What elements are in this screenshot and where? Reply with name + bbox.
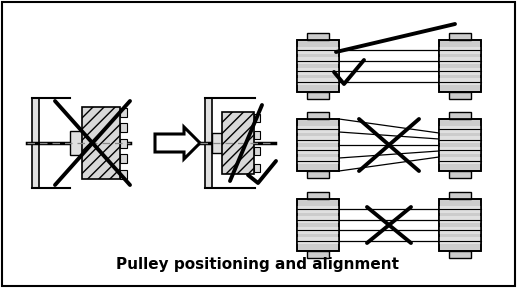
- Bar: [297, 40, 339, 92]
- Bar: [307, 192, 329, 199]
- Bar: [297, 40, 339, 92]
- Bar: [439, 199, 481, 251]
- Bar: [297, 119, 339, 171]
- Bar: [297, 126, 339, 133]
- Bar: [254, 147, 260, 155]
- Bar: [205, 98, 212, 188]
- Bar: [297, 227, 339, 234]
- Bar: [297, 47, 339, 54]
- Bar: [439, 206, 481, 213]
- Bar: [297, 78, 339, 85]
- Bar: [439, 216, 481, 223]
- Bar: [439, 147, 481, 154]
- Bar: [254, 164, 260, 172]
- Bar: [449, 251, 471, 258]
- Bar: [297, 199, 339, 251]
- Bar: [439, 227, 481, 234]
- Bar: [439, 57, 481, 65]
- Bar: [297, 216, 339, 223]
- Bar: [297, 136, 339, 143]
- Bar: [222, 112, 254, 174]
- Bar: [120, 139, 127, 147]
- Bar: [439, 68, 481, 75]
- Bar: [439, 157, 481, 164]
- Bar: [449, 112, 471, 119]
- Bar: [120, 154, 127, 163]
- Bar: [254, 131, 260, 139]
- Bar: [254, 114, 260, 122]
- Bar: [82, 107, 120, 179]
- Bar: [439, 199, 481, 251]
- Text: Pulley positioning and alignment: Pulley positioning and alignment: [116, 257, 400, 272]
- Bar: [297, 119, 339, 171]
- Polygon shape: [155, 127, 200, 159]
- Bar: [439, 136, 481, 143]
- Bar: [120, 170, 127, 179]
- Bar: [297, 57, 339, 65]
- Bar: [439, 126, 481, 133]
- Bar: [120, 123, 127, 132]
- Bar: [297, 147, 339, 154]
- Bar: [439, 119, 481, 171]
- Bar: [307, 33, 329, 40]
- Bar: [307, 92, 329, 99]
- Bar: [449, 92, 471, 99]
- Bar: [120, 107, 127, 117]
- Bar: [297, 237, 339, 244]
- Bar: [439, 40, 481, 92]
- Bar: [297, 157, 339, 164]
- Bar: [297, 68, 339, 75]
- Bar: [297, 206, 339, 213]
- Bar: [307, 171, 329, 178]
- Bar: [70, 131, 82, 155]
- Bar: [449, 171, 471, 178]
- Bar: [297, 199, 339, 251]
- Bar: [439, 237, 481, 244]
- Bar: [449, 33, 471, 40]
- Bar: [439, 47, 481, 54]
- Bar: [32, 98, 39, 188]
- Bar: [307, 251, 329, 258]
- Bar: [449, 192, 471, 199]
- Bar: [439, 78, 481, 85]
- Bar: [439, 40, 481, 92]
- Bar: [212, 133, 222, 153]
- Bar: [307, 112, 329, 119]
- Bar: [439, 119, 481, 171]
